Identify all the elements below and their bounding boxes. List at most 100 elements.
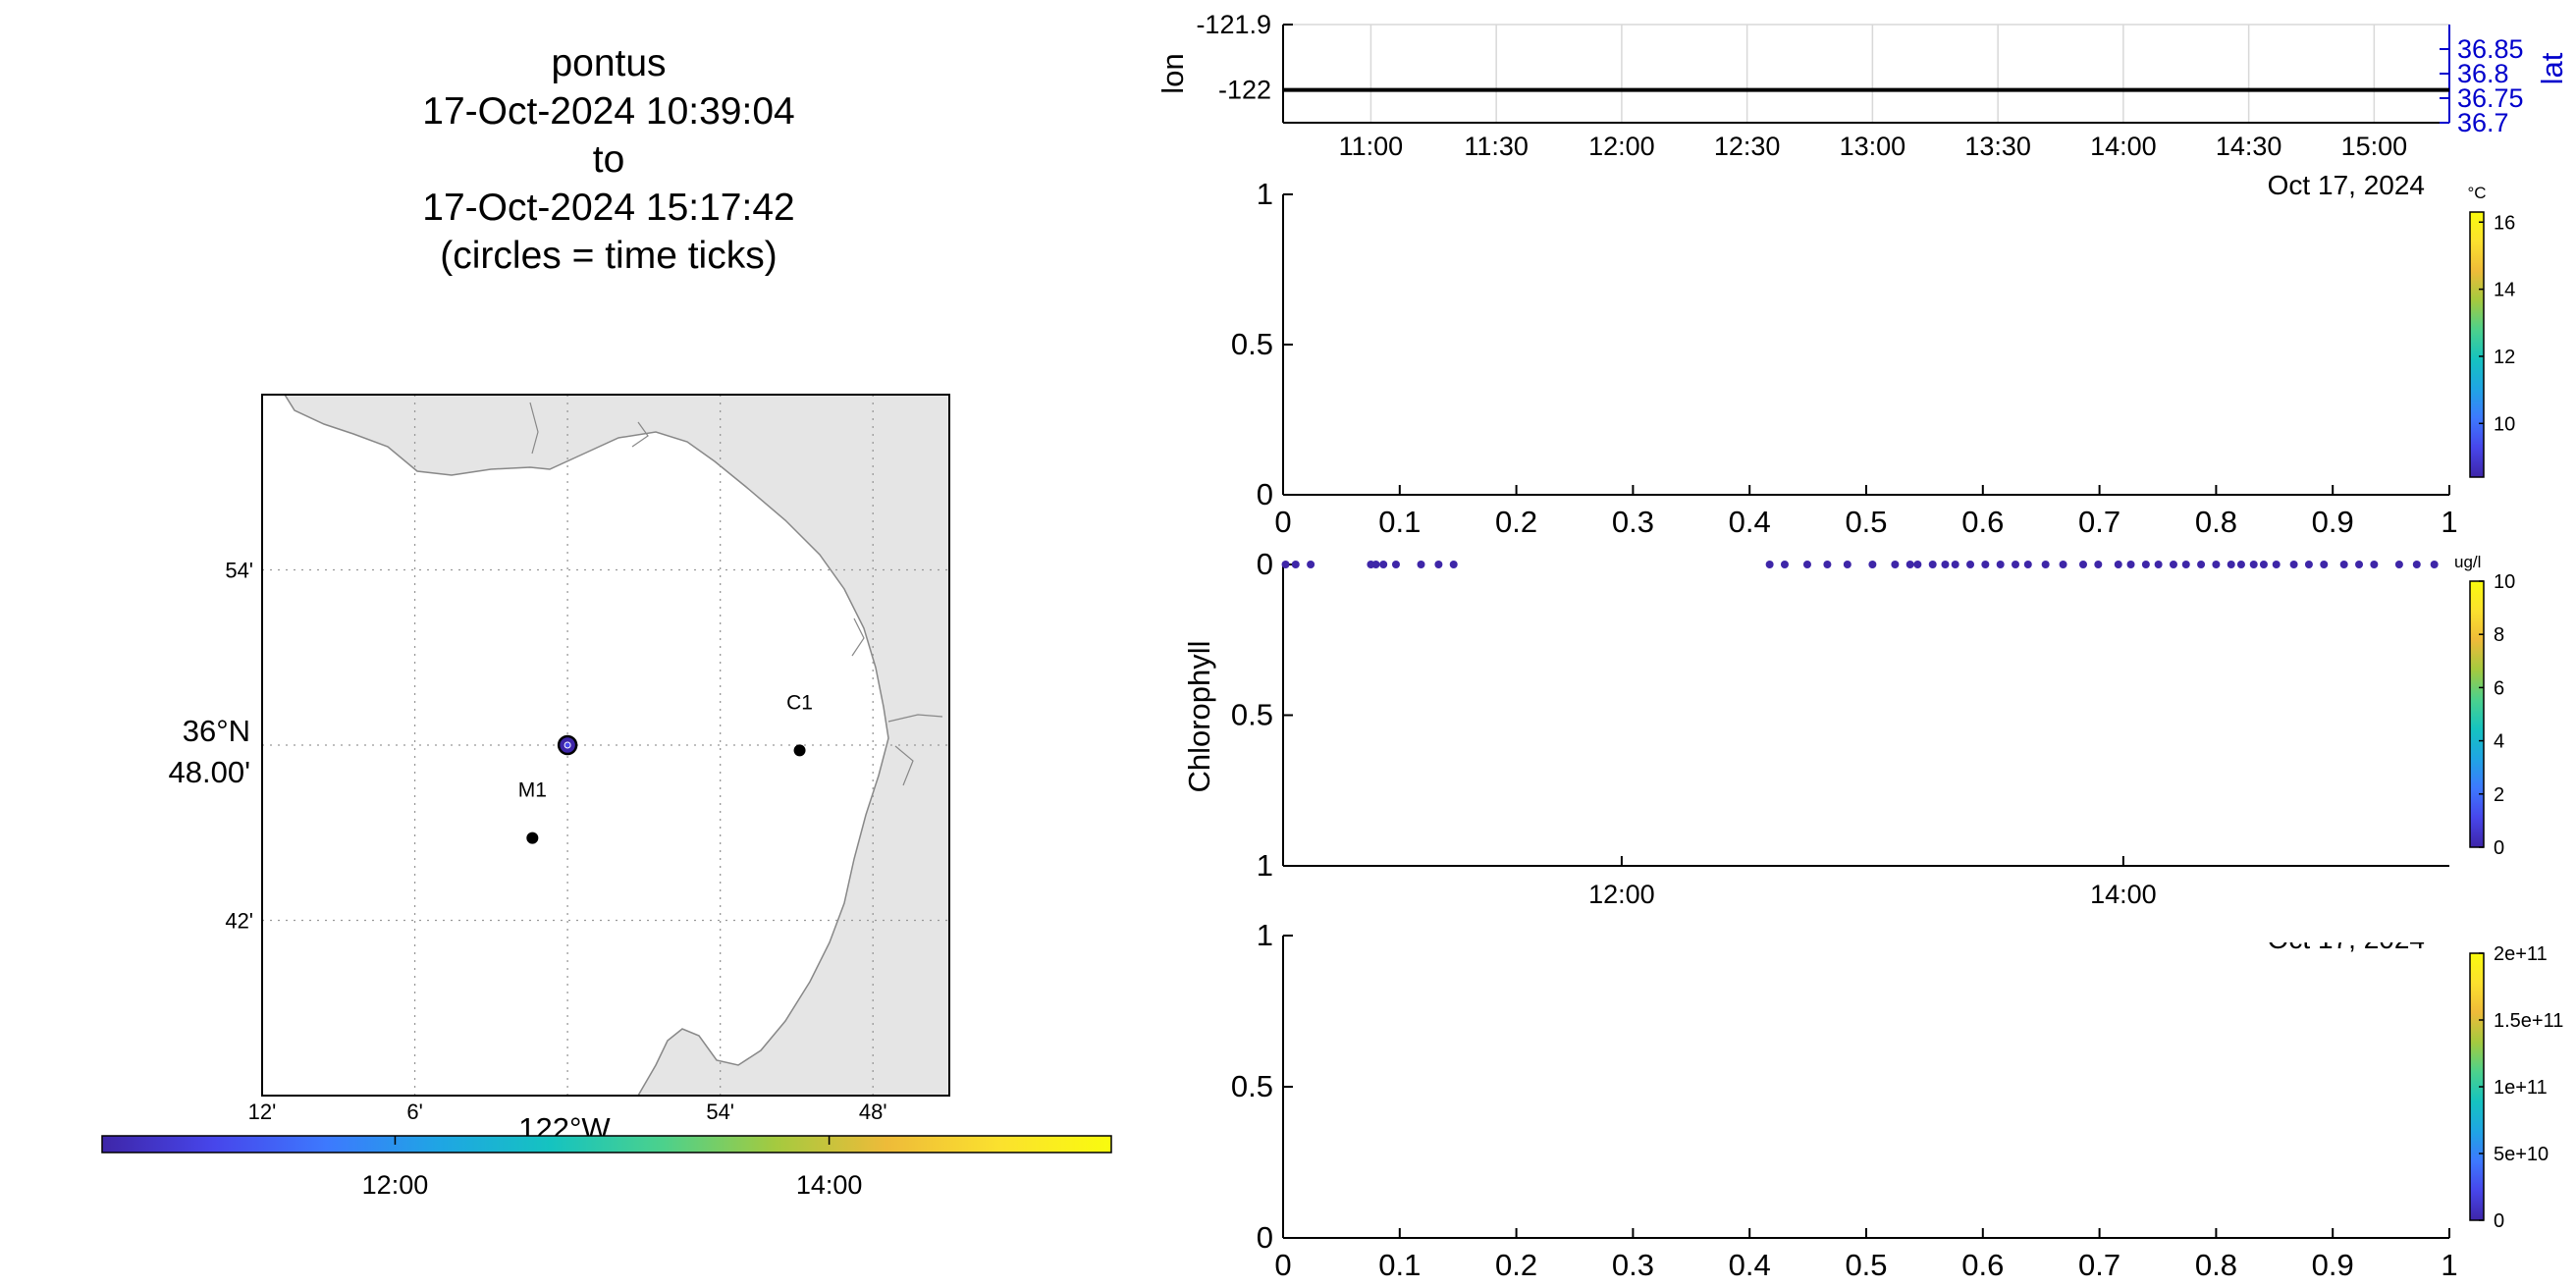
position-plot-area — [1283, 25, 2449, 123]
lower-mask — [1276, 923, 2454, 942]
chlorophyll-colorbar-tick-label: 0 — [2494, 837, 2504, 859]
chlorophyll-point — [1780, 561, 1789, 568]
temperature-ticks: 0 0.1 0.2 0.3 0.4 0.5 0.6 0.7 0.8 0.9 1 0 0.5 1 — [1231, 177, 2458, 539]
position-xtick-label: 13:00 — [1840, 132, 1906, 161]
chlorophyll-point — [2154, 561, 2163, 568]
map-xtick-label: 48' — [859, 1100, 887, 1124]
temperature-xtick-label: 0.2 — [1495, 505, 1537, 539]
temperature-xtick-label: 0.5 — [1845, 505, 1887, 539]
position-ytick-label: -121.9 — [1196, 10, 1271, 39]
position-panel: 11:00 11:30 12:00 12:30 13:00 13:30 14:00 14:30… — [1155, 10, 2569, 200]
river-line-2 — [631, 421, 649, 448]
map-xtick-label: 6' — [406, 1100, 422, 1124]
chlorophyll-point — [1765, 561, 1774, 568]
chlorophyll-xtick-label: 14:00 — [2090, 880, 2157, 909]
temperature-colorbar-tick-label: 16 — [2494, 212, 2515, 234]
lower-ytick-label: 0 — [1257, 1220, 1273, 1255]
chlorophyll-point — [2078, 561, 2087, 568]
chlorophyll-point — [2023, 561, 2032, 568]
chlorophyll-point — [2320, 561, 2329, 568]
lower-xtick-label: 0.7 — [2078, 1248, 2120, 1282]
temperature-colorbar-unit: °C — [2467, 184, 2486, 202]
time-colorbar-bar — [101, 1135, 1112, 1154]
lower-xtick-label: 0.6 — [1961, 1248, 2004, 1282]
lat-ytick-label: 36.75 — [2457, 83, 2524, 113]
lower-xtick-label: 1 — [2441, 1248, 2457, 1282]
time-colorbar-ticks: 12:00 14:00 — [362, 1136, 862, 1200]
lower-xtick-label: 0.8 — [2195, 1248, 2237, 1282]
lat-ytick-label: 36.8 — [2457, 59, 2509, 88]
temperature-xtick-label: 0.9 — [2312, 505, 2354, 539]
chlorophyll-point — [1823, 561, 1832, 568]
chlorophyll-colorbar-tick-label: 4 — [2494, 731, 2504, 753]
river-line-3 — [851, 617, 865, 657]
map-title: pontus 17-Oct-2024 10:39:04 to 17-Oct-20… — [295, 39, 923, 280]
map-frame — [261, 394, 950, 1097]
chlorophyll-point — [1868, 561, 1877, 568]
position-xtick-label: 15:00 — [2341, 132, 2408, 161]
chlorophyll-ytick-label: 0 — [1257, 547, 1273, 581]
chlorophyll-point — [2236, 561, 2245, 568]
temperature-xtick-label: 0.8 — [2195, 505, 2237, 539]
position-xtick-label: 11:30 — [1464, 132, 1529, 161]
chlorophyll-point — [2289, 561, 2298, 568]
lower-ticks: 0 0.1 0.2 0.3 0.4 0.5 0.6 0.7 0.8 0.9 1 0 0.5 1 — [1231, 918, 2458, 1282]
temperature-colorbar-tick-label: 10 — [2494, 413, 2515, 435]
lat-ytick-label: 36.85 — [2457, 34, 2524, 64]
chlorophyll-ytick-label: 0.5 — [1231, 698, 1273, 732]
chlorophyll-point — [2197, 561, 2206, 568]
position-ytick-label: -122 — [1218, 76, 1271, 105]
chlorophyll-point — [1371, 561, 1380, 568]
position-xtick-label: 14:30 — [2216, 132, 2282, 161]
chlorophyll-point — [2304, 561, 2313, 568]
chlorophyll-colorbar-tick-label: 10 — [2494, 571, 2515, 593]
chlorophyll-point — [2126, 561, 2135, 568]
map-ytick-label: 54' — [225, 559, 253, 583]
position-xtick-label: 14:00 — [2090, 132, 2157, 161]
lower-ytick-label: 0.5 — [1231, 1069, 1273, 1103]
map-ylabel-min: 48.00' — [169, 755, 251, 789]
chlorophyll-point — [1843, 561, 1852, 568]
vehicle-position — [557, 734, 578, 756]
title-line-note: (circles = time ticks) — [440, 235, 778, 277]
position-xtick-label: 13:30 — [1964, 132, 2031, 161]
temperature-colorbar-tick-label: 12 — [2494, 347, 2515, 368]
chlorophyll-point — [2227, 561, 2235, 568]
temperature-xtick-label: 0.1 — [1378, 505, 1421, 539]
lower-xtick-label: 0 — [1274, 1248, 1291, 1282]
river-line-4 — [887, 714, 943, 786]
chlorophyll-colorbar-tick-label: 6 — [2494, 677, 2504, 699]
chlorophyll-point — [1434, 561, 1443, 568]
map-tick-labels: 12' 6' 54' 48' 54' 42' — [225, 559, 886, 1125]
chlorophyll-points — [1281, 561, 2439, 568]
title-line-end: 17-Oct-2024 15:17:42 — [422, 187, 795, 229]
temperature-colorbar-ticks: 10 12 14 16 — [2479, 212, 2515, 435]
temperature-colorbar-tick-label: 14 — [2494, 280, 2515, 301]
position-ylabel-lat: lat — [2535, 52, 2569, 84]
lower-xtick-label: 0.3 — [1612, 1248, 1654, 1282]
map-ylabel: 36°N 48.00' — [169, 714, 251, 789]
chlorophyll-point — [2355, 561, 2364, 568]
temperature-xtick-label: 0.6 — [1961, 505, 2004, 539]
chlorophyll-point — [2059, 561, 2067, 568]
title-line-start: 17-Oct-2024 10:39:04 — [422, 90, 795, 133]
lower-colorbar-tick-label: 0 — [2494, 1210, 2504, 1232]
chlorophyll-xtick-label: 12:00 — [1588, 880, 1655, 909]
temperature-xtick-label: 0.7 — [2078, 505, 2120, 539]
title-line-vehicle: pontus — [551, 42, 667, 84]
lower-panel: 0 0.1 0.2 0.3 0.4 0.5 0.6 0.7 0.8 0.9 1 0 0.5 1 0 5e+1… — [1231, 918, 2563, 1282]
lower-ytick-label: 1 — [1257, 918, 1273, 952]
chlorophyll-point — [1379, 561, 1388, 568]
station-label: C1 — [786, 691, 813, 714]
temperature-colorbar-bar — [2469, 211, 2485, 478]
chlorophyll-colorbar-unit: ug/l — [2454, 553, 2481, 571]
map-xtick-label: 54' — [706, 1100, 734, 1124]
chlorophyll-point — [1291, 561, 1300, 568]
temperature-xtick-label: 0 — [1274, 505, 1291, 539]
position-ticks: 11:00 11:30 12:00 12:30 13:00 13:30 14:00 14:30… — [1196, 10, 2523, 161]
lower-xtick-label: 0.5 — [1845, 1248, 1887, 1282]
chlorophyll-point — [2212, 561, 2221, 568]
chlorophyll-point — [2012, 561, 2020, 568]
chlorophyll-ytick-label: 1 — [1257, 848, 1273, 883]
